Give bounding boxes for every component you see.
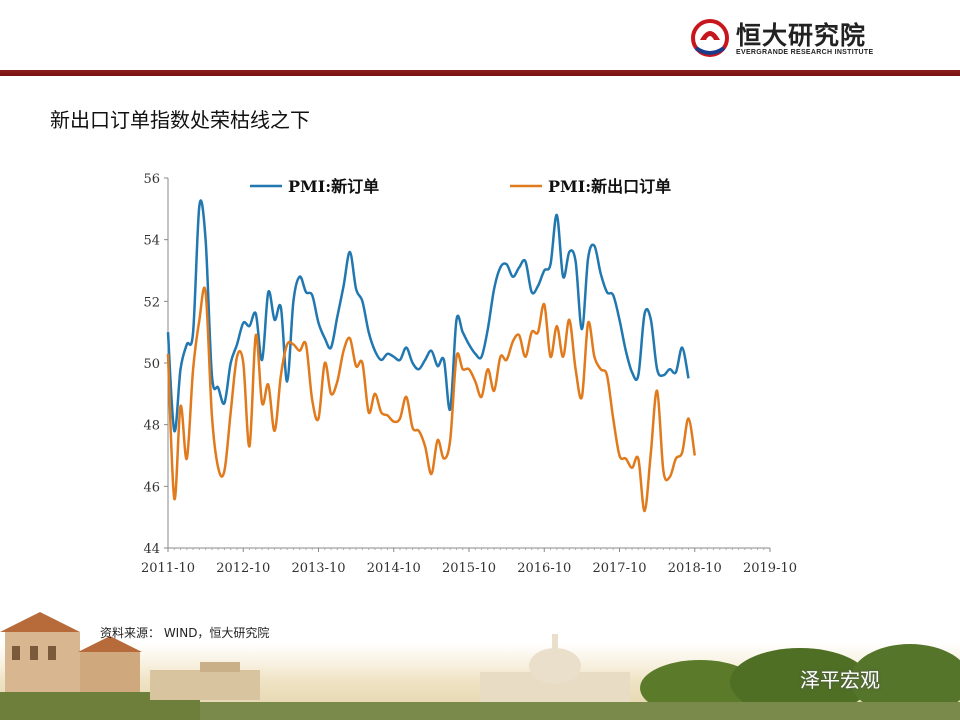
y-tick-label: 54 <box>143 234 160 249</box>
x-tick-label: 2014-10 <box>367 561 421 576</box>
x-tick-label: 2019-10 <box>743 561 797 576</box>
x-tick-label: 2015-10 <box>442 561 496 576</box>
source-note: 资料来源： WIND，恒大研究院 <box>100 626 270 640</box>
watermark: 泽平宏观 <box>800 668 880 692</box>
chart-lines <box>166 199 697 513</box>
y-tick-label: 56 <box>143 172 160 187</box>
chart-axes: 44 46 48 50 52 54 56 2011-10 2012-10 2013-10 2014-… <box>141 172 797 576</box>
footer-banner <box>0 612 960 720</box>
y-tick-label: 50 <box>143 357 160 372</box>
y-tick-label: 52 <box>143 295 160 310</box>
x-tick-label: 2018-10 <box>668 561 722 576</box>
y-tick-label: 44 <box>143 542 160 557</box>
series-line-1 <box>166 199 690 433</box>
logo-text-en: EVERGRANDE RESEARCH INSTITUTE <box>736 49 874 56</box>
x-tick-label: 2016-10 <box>517 561 571 576</box>
x-tick-label: 2017-10 <box>592 561 646 576</box>
x-tick-label: 2011-10 <box>141 561 195 576</box>
x-tick-label: 2012-10 <box>216 561 270 576</box>
logo: 恒大研究院 EVERGRANDE RESEARCH INSTITUTE <box>690 14 890 62</box>
x-tick-label: 2013-10 <box>291 561 345 576</box>
legend-label-2: PMI:新出口订单 <box>548 177 671 196</box>
header-bar <box>0 70 960 76</box>
chart-legend: PMI:新订单 PMI:新出口订单 <box>250 177 671 196</box>
y-tick-label: 46 <box>143 480 160 495</box>
slide-title: 新出口订单指数处荣枯线之下 <box>50 108 310 132</box>
logo-text-cn: 恒大研究院 <box>736 21 867 50</box>
line-chart: 44 46 48 50 52 54 56 2011-10 2012-10 2013-10 2014-… <box>141 172 797 576</box>
legend-label-1: PMI:新订单 <box>288 177 379 196</box>
y-tick-label: 48 <box>143 419 160 434</box>
series-line-2 <box>166 286 697 513</box>
evergrande-logo-icon <box>691 19 729 57</box>
